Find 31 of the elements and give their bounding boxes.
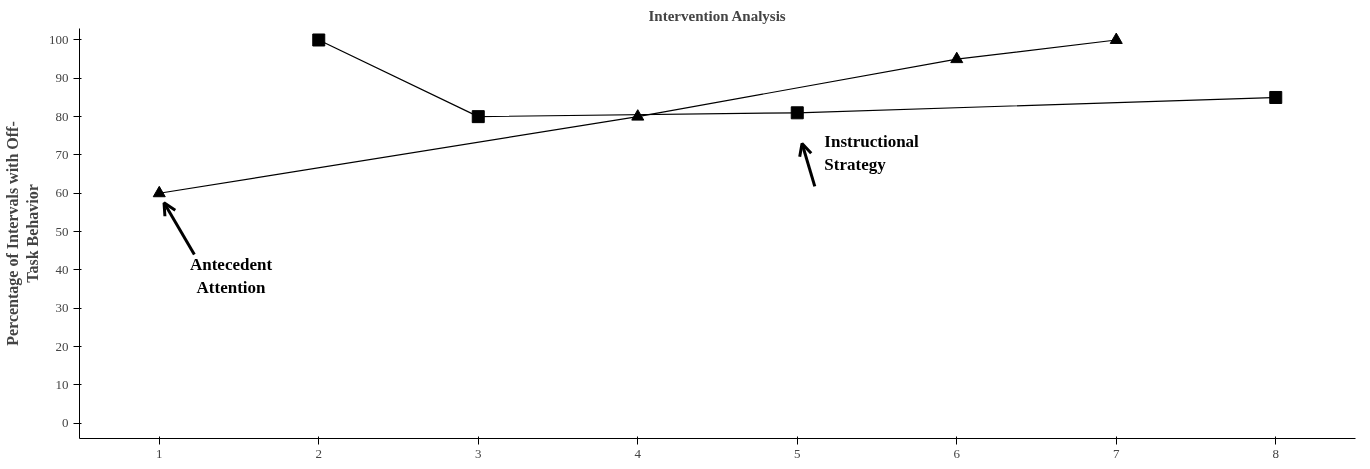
point — [631, 109, 645, 121]
point — [950, 51, 964, 64]
y-tick-label: 80 — [55, 108, 69, 124]
legend-label: Instructional Strategy — [824, 131, 920, 174]
point — [312, 33, 326, 47]
point — [790, 106, 804, 120]
y-tick-label: 10 — [55, 376, 69, 392]
y-tick-label: 40 — [55, 261, 69, 277]
y-tick-label: 0 — [62, 415, 69, 431]
point — [471, 110, 485, 124]
y-tick-label: 20 — [55, 338, 69, 354]
x-tick-label: 3 — [475, 445, 482, 461]
point — [152, 185, 166, 198]
x-tick-label: 8 — [1272, 445, 1279, 461]
x-tick-label: 2 — [315, 445, 322, 461]
y-tick-label: 60 — [55, 185, 69, 201]
y-tick-label: 70 — [55, 146, 69, 162]
x-tick-label: 1 — [156, 445, 163, 461]
y-tick-label: 90 — [55, 70, 69, 86]
y-tick-label: 50 — [55, 223, 69, 239]
x-tick-label: 7 — [1113, 445, 1120, 461]
x-tick-label: 5 — [794, 445, 801, 461]
x-tick-label: 6 — [953, 445, 961, 461]
y-tick-label: 100 — [49, 32, 69, 47]
text: Antecedent Attention — [189, 254, 273, 297]
point — [1269, 90, 1283, 104]
y-axis-title: Percentage of Intervals with Off- Task Behavior — [3, 121, 41, 346]
chart-title: Intervention Analysis — [648, 7, 786, 24]
point — [1109, 32, 1123, 44]
y-tick-label: 30 — [55, 300, 69, 316]
x-tick-label: 4 — [634, 445, 642, 461]
